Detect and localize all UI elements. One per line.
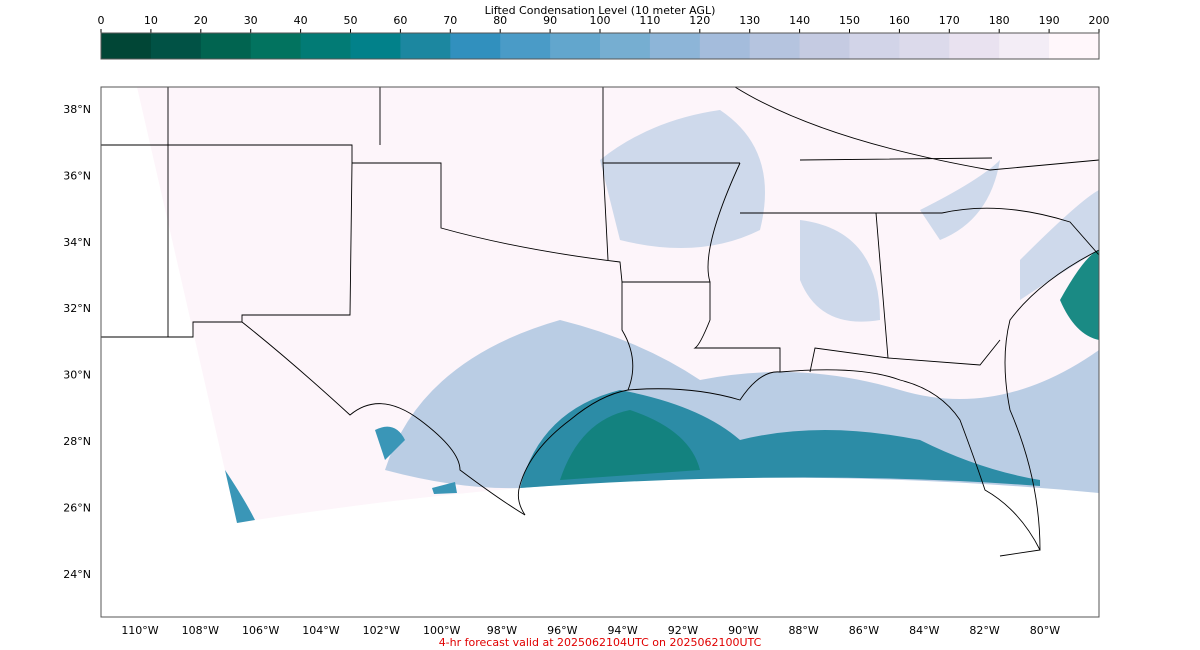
- latitude-label: 26°N: [63, 501, 91, 514]
- map-frame: [100, 86, 1100, 618]
- longitude-label: 82°W: [969, 624, 999, 637]
- colorbar-tick-label: 130: [739, 14, 760, 27]
- colorbar-segment: [150, 33, 202, 59]
- colorbar-segment: [300, 33, 351, 59]
- colorbar-tick-label: 140: [789, 14, 810, 27]
- colorbar-tick-label: 20: [194, 14, 208, 27]
- colorbar-tick-label: 160: [889, 14, 910, 27]
- latitude-label: 34°N: [63, 236, 91, 249]
- colorbar-tick-label: 30: [244, 14, 258, 27]
- colorbar-segment: [899, 33, 950, 59]
- longitude-label: 92°W: [668, 624, 698, 637]
- colorbar-tick-label: 0: [98, 14, 105, 27]
- colorbar-tick-label: 190: [1039, 14, 1060, 27]
- longitude-label: 96°W: [547, 624, 577, 637]
- longitude-label: 90°W: [728, 624, 758, 637]
- colorbar-tick-label: 50: [344, 14, 358, 27]
- colorbar-tick-label: 40: [294, 14, 308, 27]
- latitude-label: 38°N: [63, 103, 91, 116]
- colorbar-segment: [1049, 33, 1100, 59]
- colorbar-segment: [849, 33, 900, 59]
- colorbar-tick-label: 100: [590, 14, 611, 27]
- colorbar-tick-label: 110: [639, 14, 660, 27]
- latitude-label: 32°N: [63, 302, 91, 315]
- colorbar-segment: [350, 33, 401, 59]
- footer: 4-hr forecast valid at 2025062104UTC on …: [439, 636, 762, 649]
- colorbar-frame: [100, 32, 1100, 60]
- colorbar-tick-label: 10: [144, 14, 158, 27]
- colorbar-segment: [949, 33, 1000, 59]
- colorbar-segment: [550, 33, 601, 59]
- longitude-label: 110°W: [121, 624, 158, 637]
- longitude-label: 94°W: [607, 624, 637, 637]
- colorbar-tick-label: 80: [493, 14, 507, 27]
- low-lcl-east: [1060, 250, 1099, 340]
- colorbar-segment: [799, 33, 850, 59]
- longitude-label: 104°W: [302, 624, 339, 637]
- colorbar-segment: [400, 33, 451, 59]
- latitude-label: 24°N: [63, 568, 91, 581]
- colorbar-tick-label: 90: [543, 14, 557, 27]
- colorbar-tick-label: 150: [839, 14, 860, 27]
- colorbar-tick-label: 120: [689, 14, 710, 27]
- west-patches: [225, 426, 457, 523]
- colorbar-segment: [749, 33, 801, 59]
- colorbar-segment: [200, 33, 252, 59]
- colorbar-segment: [250, 33, 302, 59]
- low-lcl-core: [560, 410, 700, 480]
- colorbar-segment: [999, 33, 1050, 59]
- longitude-label: 108°W: [182, 624, 219, 637]
- latitude-label: 28°N: [63, 435, 91, 448]
- colorbar-segment: [649, 33, 701, 59]
- colorbar: 0 10 20 30 40 50 60 70 80 90 100 110 120 130 140 150 160…: [98, 14, 1110, 59]
- longitude-label: 98°W: [487, 624, 517, 637]
- colorbar-tick-label: 180: [989, 14, 1010, 27]
- latitude-label: 36°N: [63, 169, 91, 182]
- colorbar-title: Lifted Condensation Level (10 meter AGL): [485, 4, 716, 17]
- latitude-label: 30°N: [63, 369, 91, 382]
- map: [101, 86, 1100, 557]
- colorbar-tick-label: 60: [393, 14, 407, 27]
- longitude-label: 106°W: [242, 624, 279, 637]
- colorbar-tick-label: 170: [939, 14, 960, 27]
- longitude-label: 86°W: [849, 624, 879, 637]
- longitude-label: 100°W: [423, 624, 460, 637]
- longitude-label: 102°W: [363, 624, 400, 637]
- longitude-label: 88°W: [788, 624, 818, 637]
- longitude-label: 80°W: [1030, 624, 1060, 637]
- colorbar-segment: [450, 33, 501, 59]
- colorbar-segment: [600, 33, 651, 59]
- axis-labels: 38°N 36°N 34°N 32°N 30°N 28°N 26°N 24°N 110°W 108…: [63, 103, 1060, 637]
- colorbar-segment: [699, 33, 751, 59]
- longitude-label: 84°W: [909, 624, 939, 637]
- colorbar-tick-label: 70: [443, 14, 457, 27]
- colorbar-segment: [101, 33, 152, 59]
- colorbar-tick-label: 200: [1089, 14, 1110, 27]
- colorbar-segment: [500, 33, 551, 59]
